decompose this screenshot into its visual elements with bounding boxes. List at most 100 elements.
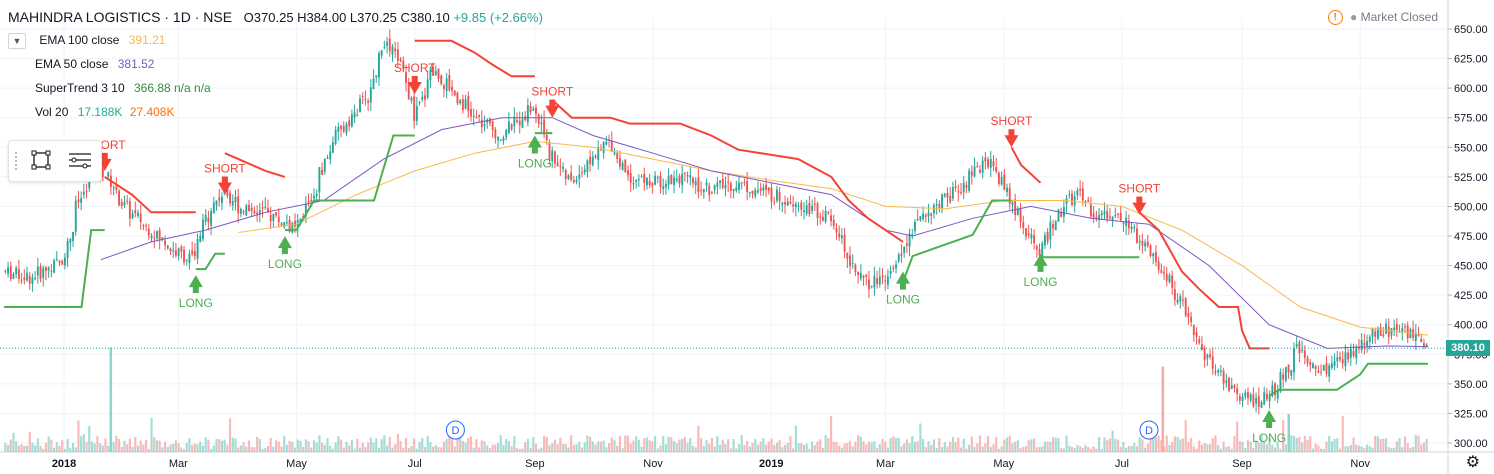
- volume-bar: [583, 442, 586, 452]
- ema100-line: [238, 140, 1429, 336]
- settings-icon[interactable]: ⚙: [1465, 454, 1480, 471]
- volume-bar: [970, 436, 973, 452]
- volume-bar: [605, 447, 608, 452]
- candle: [927, 212, 930, 217]
- candle: [924, 215, 927, 217]
- candle: [1144, 242, 1147, 247]
- volume-bar: [404, 437, 408, 452]
- volume-bar: [567, 447, 570, 452]
- candle: [432, 67, 435, 76]
- candle: [323, 159, 326, 172]
- candle: [275, 212, 278, 216]
- volume-bar: [1246, 440, 1250, 452]
- candle: [1041, 242, 1044, 259]
- volume-bar: [1222, 441, 1225, 452]
- symbol-title[interactable]: MAHINDRA LOGISTICS · 1D · NSE: [8, 9, 233, 25]
- candle: [686, 175, 689, 177]
- volume-bar: [802, 444, 806, 452]
- candle: [356, 115, 359, 117]
- volume-bar: [104, 438, 107, 452]
- volume-bar: [580, 447, 584, 452]
- volume-bar: [797, 443, 800, 452]
- volume-bar: [959, 447, 963, 452]
- chart-header: MAHINDRA LOGISTICS · 1D · NSE O370.25 H3…: [8, 9, 543, 25]
- candle: [337, 127, 340, 132]
- candle: [673, 177, 675, 185]
- candle: [935, 204, 938, 206]
- volume-bar: [1317, 445, 1320, 452]
- candle: [1019, 208, 1022, 223]
- y-tick-label: 500.00: [1454, 201, 1488, 213]
- volume-bar: [621, 448, 624, 452]
- candle: [58, 260, 61, 263]
- candle: [74, 200, 77, 232]
- candle: [1306, 357, 1309, 364]
- candle: [583, 169, 586, 173]
- candle: [494, 129, 497, 139]
- y-tick-label: 600.00: [1454, 83, 1488, 95]
- y-tick-label: 525.00: [1454, 172, 1488, 184]
- volume-bar: [1106, 440, 1109, 452]
- candle: [4, 270, 7, 272]
- warning-icon[interactable]: !: [1327, 10, 1343, 26]
- candle: [1016, 209, 1019, 215]
- volume-bar: [407, 448, 410, 452]
- candle: [364, 98, 367, 100]
- candle: [794, 203, 797, 208]
- candle: [960, 192, 962, 194]
- volume-bar: [74, 447, 77, 452]
- volume-bar: [367, 442, 370, 452]
- candle: [914, 221, 916, 232]
- candle: [716, 182, 719, 187]
- volume-bar: [191, 444, 194, 452]
- candle: [1284, 367, 1287, 381]
- volume-bar: [380, 439, 383, 452]
- volume-bar: [978, 435, 982, 452]
- volume-bar: [599, 441, 603, 452]
- volume-bar: [1060, 447, 1063, 452]
- object-list-icon[interactable]: [67, 150, 93, 172]
- volume-bar: [903, 443, 906, 452]
- volume-bar: [857, 435, 860, 452]
- long-signal-arrow: [1262, 409, 1277, 428]
- volume-bar: [182, 448, 186, 452]
- candle: [1076, 190, 1079, 196]
- candle: [1133, 226, 1136, 229]
- volume-bar: [1152, 436, 1155, 452]
- candle: [562, 166, 564, 169]
- volume-bar: [832, 441, 835, 452]
- indicator-supertrend[interactable]: SuperTrend 3 10 366.88 n/a n/a: [35, 81, 211, 95]
- drawing-toolbar[interactable]: [8, 140, 102, 182]
- drag-handle[interactable]: [14, 151, 18, 171]
- candle: [367, 100, 370, 103]
- volume-bar: [1363, 447, 1366, 452]
- short-signal-label: SHORT: [1118, 182, 1160, 196]
- volume-bar: [163, 441, 167, 452]
- volume-bar: [664, 444, 667, 452]
- volume-bar: [1395, 441, 1398, 452]
- volume-bar: [783, 444, 787, 452]
- volume-bar: [201, 445, 205, 452]
- rectangle-tool-icon[interactable]: [31, 150, 51, 170]
- volume-bar: [288, 440, 291, 452]
- chevron-down-icon[interactable]: ▼: [8, 33, 26, 49]
- volume-bar: [223, 439, 226, 452]
- candle: [537, 114, 540, 124]
- indicator-ema100[interactable]: ▼ EMA 100 close 391.21: [8, 33, 165, 49]
- indicator-volume[interactable]: Vol 20 17.188K 27.408K: [35, 105, 175, 119]
- candle: [957, 191, 960, 193]
- volume-bar: [350, 439, 353, 452]
- volume-bar: [150, 417, 153, 452]
- candle: [1236, 388, 1239, 394]
- candle: [461, 99, 464, 110]
- dividend-marker: [445, 420, 465, 440]
- candle: [1008, 187, 1011, 204]
- candle: [813, 203, 816, 205]
- indicator-ema50[interactable]: EMA 50 close 381.52: [35, 57, 154, 71]
- x-tick-label: May: [286, 458, 307, 470]
- volume-bar: [645, 437, 649, 452]
- candle: [683, 173, 686, 175]
- volume-bar: [1000, 446, 1003, 452]
- candle: [1184, 298, 1187, 316]
